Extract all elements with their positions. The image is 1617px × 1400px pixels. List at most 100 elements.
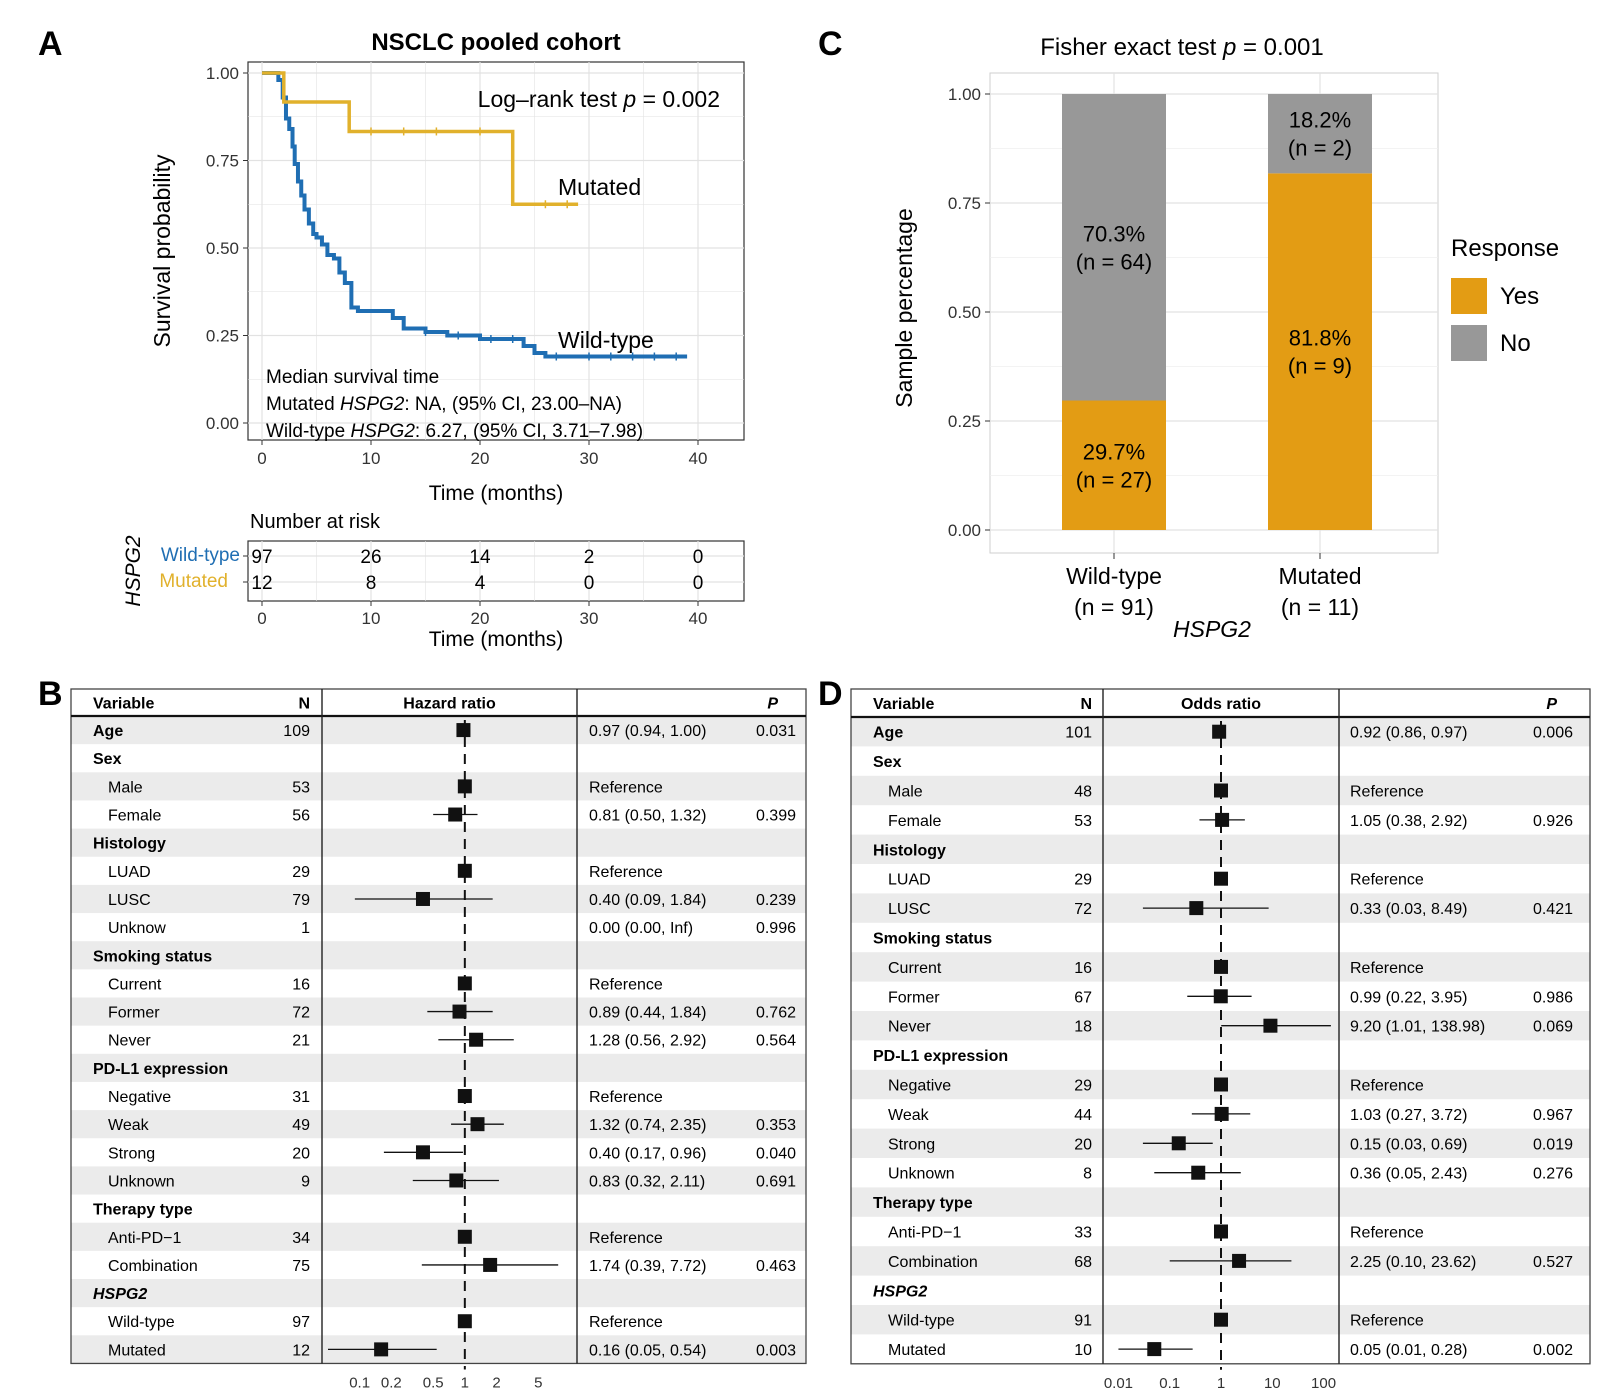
risk-cell: 2	[584, 547, 595, 568]
forest-row-n: 97	[292, 1314, 310, 1331]
forest-row-label: LUAD	[888, 872, 931, 889]
bar-title-text: Fisher exact test	[1040, 34, 1223, 61]
forest-band	[71, 1335, 806, 1364]
bar-category-label: Mutated	[1278, 563, 1361, 589]
forest-band	[71, 716, 806, 745]
forest-row-n: 29	[1074, 1078, 1092, 1095]
forest-row-p: 0.399	[756, 808, 796, 825]
km-curves	[262, 71, 688, 361]
forest-row-ci: 0.92 (0.86, 0.97)	[1350, 725, 1467, 742]
forest-band	[71, 828, 806, 857]
forest-x-tick-label: 10	[1264, 1375, 1281, 1392]
forest-row-p: 0.002	[1533, 1342, 1573, 1359]
forest-row-ci: 0.99 (0.22, 3.95)	[1350, 989, 1467, 1006]
km-y-tick-label: 0.50	[206, 239, 239, 258]
bar-category-label: Wild-type	[1066, 563, 1162, 589]
forest-row-n: 16	[292, 976, 310, 993]
forest-row-ci: Reference	[1350, 1225, 1424, 1242]
forest-row-p: 0.967	[1533, 1107, 1573, 1124]
km-x-tick-label: 0	[257, 449, 266, 468]
forest-row-n: 101	[1065, 725, 1092, 742]
km-median-wildtype-pre: Wild-type	[266, 421, 350, 442]
km-plot-frame	[247, 61, 745, 441]
forest-row-p: 0.691	[756, 1173, 796, 1190]
forest-row-ci: 9.20 (1.01, 138.98)	[1350, 1019, 1485, 1036]
bar-label-no-pct: 18.2%	[1289, 108, 1351, 133]
risk-cell: 8	[366, 573, 377, 594]
forest-x-tick-label: 1	[1217, 1375, 1225, 1392]
bar-y-tick-label: 0.00	[948, 521, 981, 540]
legend-swatch-yes	[1451, 278, 1487, 314]
forest-row-label: Wild-type	[888, 1313, 955, 1330]
forest-frame	[70, 688, 807, 1365]
forest-row-n: 48	[1074, 784, 1092, 801]
panel-label-b: B	[38, 675, 63, 713]
forest-row-ci: 0.00 (0.00, Inf)	[589, 920, 693, 937]
forest-row-label: Unknown	[108, 1173, 175, 1190]
forest-row-ci: 1.03 (0.27, 3.72)	[1350, 1107, 1467, 1124]
forest-row-n: 91	[1074, 1313, 1092, 1330]
km-xlabel: Time (months)	[429, 482, 564, 505]
forest-row-n: 67	[1074, 989, 1092, 1006]
km-p-value: = 0.002	[636, 86, 720, 112]
forest-row-label: PD-L1 expression	[873, 1048, 1008, 1065]
risk-grid	[248, 541, 744, 601]
risk-cell: 4	[475, 573, 486, 594]
forest-row-p: 0.996	[756, 920, 796, 937]
risk-title: Number at risk	[250, 511, 381, 533]
forest-row-ci: Reference	[1350, 872, 1424, 889]
forest-x-tick-label: 1	[461, 1374, 469, 1391]
forest-row-n: 72	[292, 1005, 310, 1022]
forest-row-label: Anti-PD−1	[108, 1230, 181, 1247]
forest-row-ci: 0.40 (0.09, 1.84)	[589, 892, 706, 909]
forest-row-label: HSPG2	[873, 1283, 927, 1300]
forest-estimate-marker	[1147, 1342, 1162, 1357]
forest-frame	[850, 688, 1591, 1365]
km-p-symbol: p	[622, 86, 636, 112]
forest-row-ci: Reference	[1350, 960, 1424, 977]
forest-row-label: Negative	[888, 1078, 951, 1095]
forest-row-label: Strong	[108, 1145, 155, 1162]
forest-row-p: 0.031	[756, 723, 796, 740]
risk-row-label-wildtype: Wild-type	[161, 545, 240, 566]
risk-cell: 97	[251, 547, 272, 568]
forest-header-measure: Hazard ratio	[403, 696, 496, 713]
forest-estimate-marker	[483, 1257, 498, 1272]
km-y-tick-label: 1.00	[206, 64, 239, 83]
bar-label-yes-n: (n = 27)	[1076, 467, 1152, 492]
forest-row-ci: 1.32 (0.74, 2.35)	[589, 1117, 706, 1134]
forest-row-ci: 0.83 (0.32, 2.11)	[589, 1173, 705, 1190]
bar-p-symbol: p	[1222, 34, 1236, 61]
forest-row-n: 8	[1083, 1166, 1092, 1183]
km-y-tick-label: 0.75	[206, 152, 239, 171]
forest-band	[71, 772, 806, 801]
forest-row-ci: Reference	[589, 864, 663, 881]
forest-estimate-marker	[1214, 1106, 1229, 1121]
forest-estimate-marker	[457, 863, 472, 878]
forest-estimate-marker	[457, 1314, 472, 1329]
forest-row-ci: 1.74 (0.39, 7.72)	[589, 1258, 706, 1275]
forest-estimate-marker	[469, 1032, 484, 1047]
forest-row-label: Mutated	[108, 1342, 166, 1359]
forest-band	[71, 1222, 806, 1251]
km-median-wildtype-gene: HSPG2	[350, 421, 415, 442]
bar-title: Fisher exact test p = 0.001	[1040, 34, 1324, 61]
bar-y-tick-label: 0.75	[948, 194, 981, 213]
bar-axes: Wild-type (n = 91) Mutated (n = 11) 0.00 0.25…	[948, 85, 1362, 620]
forest-row-ci: Reference	[1350, 784, 1424, 801]
risk-cell: 26	[360, 547, 381, 568]
forest-row-n: 49	[292, 1117, 310, 1134]
forest-row-n: 68	[1074, 1254, 1092, 1271]
forest-row-label: LUSC	[888, 901, 931, 918]
risk-cell: 0	[584, 573, 595, 594]
km-median-mutated-pre: Mutated	[266, 394, 340, 415]
forest-estimate-marker	[470, 1117, 485, 1132]
forest-row-ci: Reference	[589, 976, 663, 993]
forest-row-ci: Reference	[1350, 1078, 1424, 1095]
forest-row-n: 1	[301, 920, 310, 937]
forest-estimate-marker	[1214, 1312, 1228, 1327]
risk-cell: 14	[469, 547, 491, 568]
forest-header-measure: Odds ratio	[1181, 696, 1261, 713]
forest-row-ci: Reference	[1350, 1313, 1424, 1330]
forest-row-ci: Reference	[589, 1314, 663, 1331]
